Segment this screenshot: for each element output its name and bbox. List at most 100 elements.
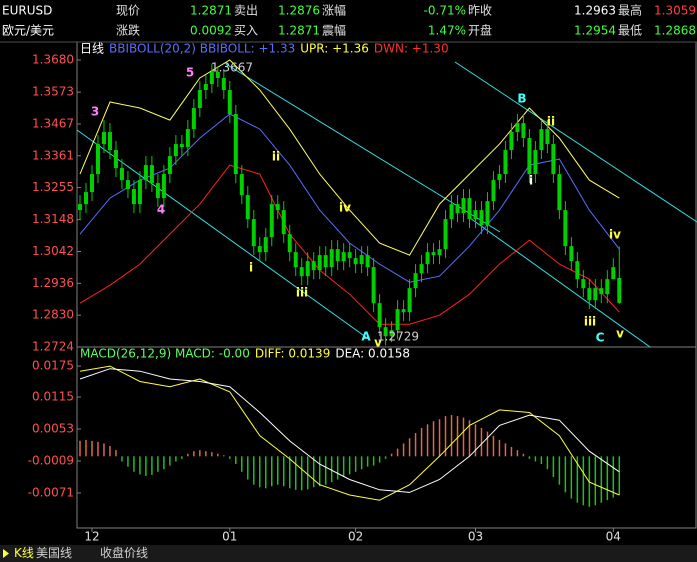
candle-body xyxy=(203,84,208,91)
candle-body xyxy=(605,279,610,295)
candle-body xyxy=(269,204,274,238)
candle-body xyxy=(509,132,514,151)
y-tick-label: -0.0071 xyxy=(28,485,74,499)
indicator-line xyxy=(79,368,620,493)
y-tick-label: 1.3573 xyxy=(32,85,74,99)
wave-label: iv xyxy=(609,228,621,242)
candle-body xyxy=(449,204,454,220)
candle-body xyxy=(299,267,304,277)
candle-body xyxy=(233,114,238,175)
legend-item: BBIBOLL(20,2) BBIBOLL: +1.33 xyxy=(109,42,295,56)
candle-body xyxy=(275,204,280,211)
y-tick-label: 0.0115 xyxy=(32,390,74,404)
wave-label: C xyxy=(596,331,605,345)
header-bg xyxy=(0,0,697,42)
header-field: 1.3059 xyxy=(654,4,696,18)
y-tick-label: 1.2830 xyxy=(32,308,74,322)
y-tick-label: 1.3467 xyxy=(32,116,74,130)
candle-body xyxy=(521,123,526,139)
y-tick-label: -0.0009 xyxy=(28,453,74,467)
channel-line xyxy=(225,63,501,233)
tab-marker xyxy=(3,549,9,558)
header-field: 卖出 xyxy=(234,4,258,18)
candle-body xyxy=(569,246,574,262)
wave-label: i xyxy=(529,174,533,188)
header-field: 开盘 xyxy=(468,23,492,38)
wave-label: iii xyxy=(296,286,308,300)
wave-label: iv xyxy=(339,201,351,215)
candle-body xyxy=(587,288,592,301)
candle-body xyxy=(293,252,298,268)
header-field: 1.2963 xyxy=(574,4,616,18)
wave-label: ii xyxy=(547,115,555,129)
candle-body xyxy=(467,198,472,220)
y-tick-label: 1.3255 xyxy=(32,180,74,194)
candle-body xyxy=(197,90,202,109)
y-tick-label: 1.3148 xyxy=(32,212,74,226)
header-field: 1.2868 xyxy=(654,24,696,38)
candle-body xyxy=(149,165,154,184)
candle-body xyxy=(329,249,334,268)
candle-body xyxy=(281,210,286,235)
indicator-line xyxy=(79,365,620,501)
candle-body xyxy=(611,267,616,280)
y-tick-label: 1.2724 xyxy=(32,340,74,354)
candle-body xyxy=(185,129,190,148)
candle-body xyxy=(161,174,166,199)
candle-body xyxy=(89,174,94,193)
candle-body xyxy=(317,255,322,271)
tab[interactable]: K线 xyxy=(14,546,34,560)
tab[interactable]: 收盘价线 xyxy=(100,545,148,560)
header-field: 欧元/美元 xyxy=(2,24,54,38)
candle-body xyxy=(137,180,142,205)
legend-item: 日线 xyxy=(80,42,104,56)
candle-body xyxy=(551,144,556,175)
candle-body xyxy=(473,210,478,220)
candle-body xyxy=(425,252,430,265)
candle-body xyxy=(107,132,112,151)
candle-body xyxy=(401,309,406,313)
candle-body xyxy=(491,180,496,202)
candle-body xyxy=(191,108,196,130)
tab[interactable]: 美国线 xyxy=(36,546,72,560)
header-field: 震幅 xyxy=(322,23,346,38)
candle-body xyxy=(221,78,226,91)
candle-body xyxy=(305,261,310,277)
header-field: 1.47% xyxy=(428,24,466,38)
candle-body xyxy=(485,201,490,226)
header-field: 现价 xyxy=(116,4,140,18)
candle-body xyxy=(251,219,256,247)
candle-body xyxy=(167,156,172,175)
header-field: -0.71% xyxy=(424,4,466,18)
candle-body xyxy=(257,246,262,253)
candle-body xyxy=(431,252,436,256)
price-panel xyxy=(76,41,697,348)
candle-body xyxy=(407,288,412,313)
candle-body xyxy=(515,123,520,133)
candle-body xyxy=(419,264,424,274)
candle-body xyxy=(353,258,358,265)
wave-label: 3 xyxy=(91,105,99,119)
wave-label: v xyxy=(616,327,624,341)
candle-body xyxy=(179,144,184,148)
candle-body xyxy=(335,249,340,262)
candle-body xyxy=(443,219,448,250)
header-field: 1.2871 xyxy=(278,24,320,38)
wave-label: A xyxy=(361,330,371,344)
candle-body xyxy=(461,198,466,214)
candle-body xyxy=(323,255,328,268)
wave-label: 1.3667 xyxy=(211,61,253,75)
channel-line xyxy=(469,217,651,348)
candle-body xyxy=(581,279,586,289)
header-field: 1.2954 xyxy=(574,24,616,38)
wave-label: v xyxy=(374,336,382,350)
legend-item: DEA: 0.0158 xyxy=(335,347,410,361)
wave-label: 1.2729 xyxy=(377,330,419,344)
candle-body xyxy=(395,309,400,331)
wave-label: i xyxy=(249,261,253,275)
candle-body xyxy=(173,144,178,157)
candle-body xyxy=(593,288,598,301)
legend-item: UPR: +1.36 xyxy=(300,42,369,56)
